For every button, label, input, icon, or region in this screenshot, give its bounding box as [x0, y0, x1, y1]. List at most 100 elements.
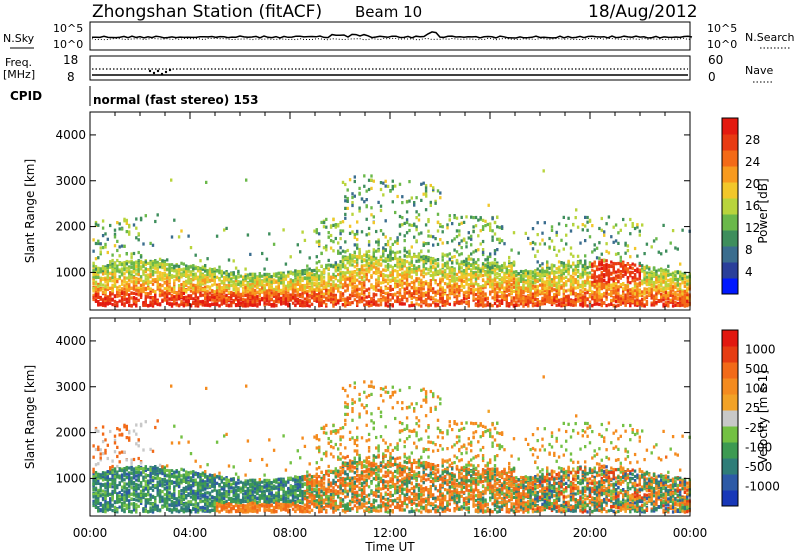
radar-cell	[427, 267, 430, 271]
radar-cell	[474, 266, 478, 270]
radar-cell	[125, 285, 128, 289]
radar-cell	[301, 230, 304, 234]
radar-cell	[322, 225, 326, 229]
radar-cell	[498, 299, 501, 303]
radar-cell	[462, 284, 466, 289]
radar-cell	[375, 302, 378, 307]
radar-cell	[106, 276, 109, 280]
radar-cell	[168, 268, 171, 272]
radar-cell	[455, 258, 459, 263]
radar-cell	[291, 301, 295, 305]
radar-cell	[125, 283, 128, 287]
radar-cell	[225, 289, 228, 293]
radar-cell	[562, 215, 565, 219]
radar-cell	[363, 285, 366, 289]
radar-cell	[410, 258, 413, 262]
radar-cell	[389, 257, 392, 261]
radar-cell	[479, 288, 482, 293]
radar-cell	[147, 273, 150, 277]
radar-cell	[474, 224, 478, 228]
radar-cell	[481, 227, 485, 231]
radar-cell	[130, 296, 133, 300]
radar-cell	[301, 288, 304, 292]
radar-cell	[234, 286, 238, 290]
radar-cell	[308, 279, 311, 283]
radar-cell	[348, 270, 352, 274]
radar-cell	[441, 258, 444, 262]
radar-cell	[339, 278, 342, 282]
radar-cell	[334, 285, 337, 289]
radar-cell	[213, 295, 216, 300]
radar-cell	[177, 284, 181, 288]
radar-cell	[310, 276, 314, 280]
radar-cell	[175, 270, 178, 274]
radar-cell	[106, 286, 109, 290]
radar-cell	[223, 296, 226, 301]
radar-cell	[211, 270, 214, 274]
radar-cell	[263, 283, 266, 287]
radar-cell	[261, 274, 264, 278]
radar-cell	[327, 294, 330, 298]
radar-cell	[175, 295, 178, 299]
radar-cell	[215, 289, 219, 293]
radar-cell	[403, 234, 406, 238]
radar-cell	[493, 252, 497, 256]
radar-cell	[344, 195, 347, 199]
radar-cell	[465, 215, 468, 219]
radar-cell	[123, 302, 126, 306]
radar-cell	[401, 201, 404, 205]
radar-cell	[251, 297, 254, 301]
radar-cell	[299, 285, 302, 289]
radar-cell	[244, 267, 247, 271]
radar-cell	[329, 292, 333, 296]
radar-cell	[503, 261, 506, 265]
radar-cell	[401, 264, 404, 268]
radar-cell	[424, 261, 428, 265]
radar-cell	[163, 287, 166, 291]
radar-cell	[448, 214, 451, 218]
radar-cell	[192, 297, 195, 301]
radar-cell	[310, 278, 314, 282]
radar-cell	[156, 270, 159, 274]
radar-cell	[391, 304, 394, 308]
radar-cell	[144, 292, 147, 297]
radar-cell	[413, 235, 416, 239]
radar-cell	[249, 303, 252, 307]
radar-cell	[565, 269, 568, 273]
radar-cell	[327, 267, 330, 271]
radar-cell	[460, 252, 463, 256]
radar-cell	[505, 294, 508, 298]
radar-cell	[410, 268, 413, 272]
radar-cell	[410, 293, 413, 297]
radar-cell	[113, 295, 117, 299]
radar-cell	[109, 300, 112, 304]
radar-cell	[467, 286, 470, 290]
radar-cell	[287, 280, 290, 285]
radar-cell	[97, 270, 100, 274]
radar-cell	[538, 278, 542, 282]
radar-cell	[515, 296, 518, 300]
radar-cell	[512, 303, 516, 308]
radar-cell	[391, 276, 394, 280]
radar-cell	[344, 284, 347, 288]
radar-cell	[125, 289, 128, 293]
radar-cell	[465, 266, 468, 270]
radar-cell	[453, 248, 456, 252]
radar-cell	[220, 269, 223, 273]
freq-unit: [MHz]	[3, 68, 35, 81]
radar-cell	[389, 271, 392, 275]
radar-cell	[301, 269, 304, 273]
radar-cell	[472, 293, 475, 297]
radar-cell	[493, 287, 497, 291]
radar-cell	[244, 299, 247, 303]
radar-cell	[196, 296, 200, 300]
radar-cell	[265, 289, 269, 293]
radar-cell	[386, 268, 390, 272]
radar-cell	[522, 274, 525, 278]
radar-cell	[97, 256, 100, 260]
radar-cell	[244, 293, 247, 297]
radar-cell	[313, 290, 316, 294]
radar-cell	[470, 215, 473, 219]
radar-cell	[227, 284, 231, 288]
radar-cell	[192, 278, 195, 282]
